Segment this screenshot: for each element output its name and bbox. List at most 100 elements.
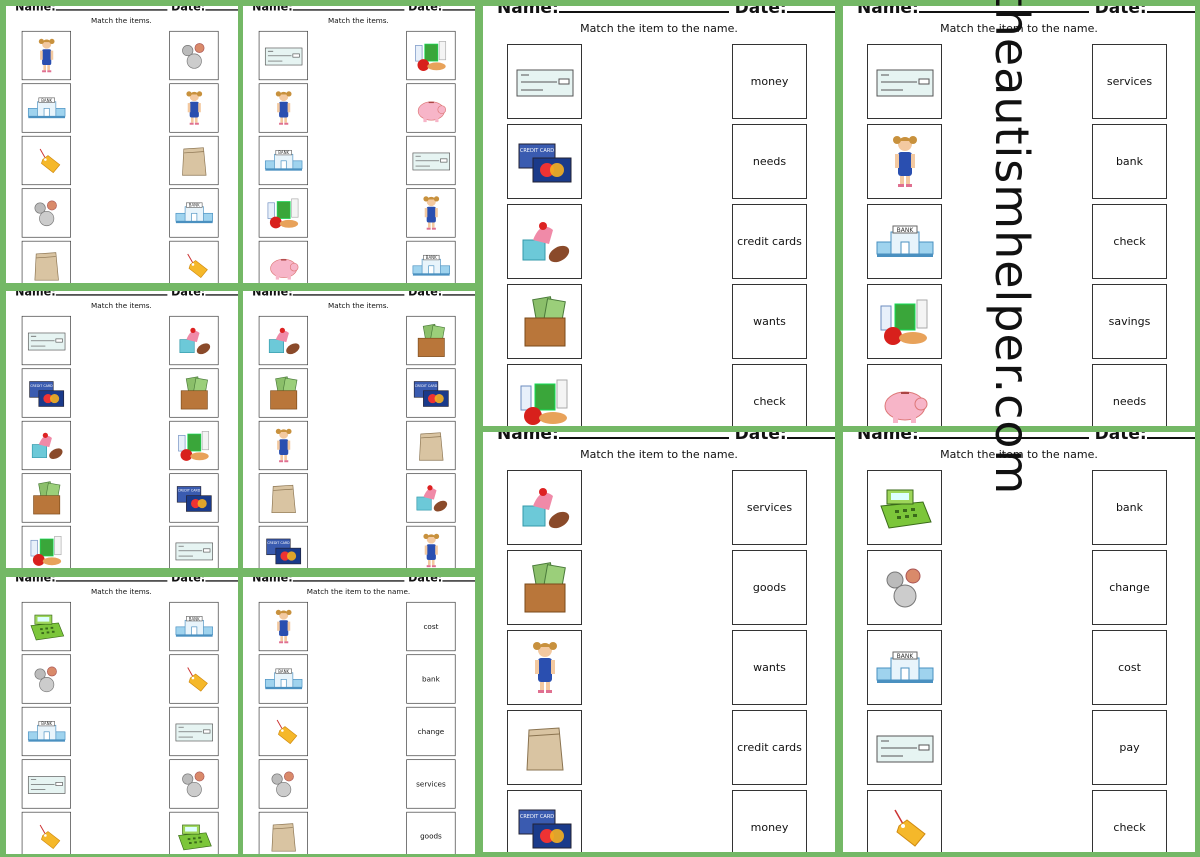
svg-text:CREDIT CARD: CREDIT CARD	[519, 148, 553, 154]
word-label: needs	[1112, 395, 1147, 408]
check-icon	[27, 775, 66, 794]
date-label: Date:	[734, 432, 787, 444]
left-item-box	[258, 188, 308, 238]
right-word-box: bank	[1092, 470, 1167, 545]
right-word-box: goods	[732, 550, 807, 625]
toys-icon	[522, 487, 569, 528]
right-item-box	[169, 706, 219, 757]
svg-text:CREDIT CARD: CREDIT CARD	[177, 488, 200, 492]
name-date-header: Name: Date:	[252, 577, 475, 585]
worksheet-page: Name: Date: Match the items. BANK BANK	[6, 577, 238, 854]
right-item-box	[169, 135, 219, 186]
right-item-box: BANK	[169, 601, 219, 652]
right-item-box	[169, 315, 219, 366]
word-label: change	[1109, 581, 1150, 594]
price-tag-icon	[276, 719, 297, 744]
left-item-box: CREDIT CARD	[507, 124, 582, 199]
right-item-box	[406, 473, 456, 523]
right-item-box	[406, 188, 456, 238]
right-item-box: BANK	[406, 240, 456, 283]
right-word-box: services	[1092, 44, 1167, 119]
girl-icon	[532, 641, 557, 693]
right-item-box	[169, 420, 219, 471]
name-line	[918, 432, 1089, 439]
left-item-box	[258, 420, 308, 471]
word-label: goods	[752, 581, 787, 594]
cash-register-icon	[879, 489, 932, 529]
right-word-box: bank	[1092, 124, 1167, 199]
worksheet-page: Name: Date: Match the item to the name. BA…	[243, 577, 475, 854]
right-word-box: credit cards	[732, 204, 807, 279]
worksheet: Name: Date: Match the item to the name. CR…	[483, 6, 835, 426]
left-item-box	[21, 240, 71, 283]
groceries-icon	[30, 535, 62, 566]
wallet-icon	[524, 561, 566, 612]
worksheet-instructions: Match the item to the name.	[580, 22, 738, 35]
groceries-icon	[520, 379, 567, 425]
worksheet-instructions: Match the item to the name.	[940, 22, 1098, 35]
coins-icon	[886, 568, 920, 607]
worksheet-instructions: Match the item to the name.	[940, 448, 1098, 461]
right-word-box: services	[732, 470, 807, 545]
left-item-box: BANK	[258, 654, 308, 704]
name-date-header: Name: Date:	[15, 6, 238, 14]
cash-register-icon	[177, 824, 212, 850]
paper-bag-icon	[181, 147, 207, 176]
worksheet-page: Name: Date: Match the items. BANK BANK	[243, 6, 475, 283]
left-item-box	[258, 706, 308, 757]
left-item-box	[258, 368, 308, 418]
left-item-box	[867, 124, 942, 199]
toys-icon	[31, 432, 63, 459]
coins-icon	[181, 771, 205, 797]
left-item-box	[21, 315, 71, 366]
left-item-box	[21, 759, 71, 809]
price-tag-icon	[186, 253, 208, 278]
right-word-box: pay	[1092, 710, 1167, 785]
check-icon	[412, 152, 450, 171]
name-label: Name:	[497, 432, 559, 444]
toys-icon	[522, 221, 569, 262]
left-item-box	[867, 470, 942, 545]
left-item-box	[21, 30, 71, 81]
date-line	[786, 6, 835, 13]
right-word-box: savings	[1092, 284, 1167, 359]
date-label: Date:	[408, 6, 443, 14]
name-label: Name:	[252, 291, 293, 299]
date-line	[1146, 6, 1195, 13]
right-word-box: change	[406, 706, 456, 757]
worksheet-page: Name: Date: Match the items. BANK BANK	[6, 6, 238, 283]
date-label: Date:	[171, 577, 206, 585]
left-item-box	[21, 188, 71, 238]
right-word-box: needs	[732, 124, 807, 199]
word-label: money	[750, 821, 789, 834]
left-item-box	[21, 654, 71, 704]
word-label: savings	[1108, 315, 1151, 328]
word-label: services	[746, 501, 793, 514]
groceries-icon	[880, 299, 927, 345]
name-label: Name:	[15, 6, 56, 14]
date-label: Date:	[171, 6, 206, 14]
name-label: Name:	[497, 6, 559, 18]
worksheet-page: Name: Date: Match the item to the name. BA…	[843, 6, 1195, 426]
wallet-icon	[417, 323, 445, 357]
left-item-box	[21, 811, 71, 854]
check-icon	[175, 723, 213, 741]
piggy-bank-icon	[269, 258, 299, 280]
svg-text:CREDIT CARD: CREDIT CARD	[267, 541, 290, 545]
girl-icon	[423, 195, 439, 230]
name-date-header: Name: Date:	[15, 577, 238, 585]
worksheet-instructions: Match the item to the name.	[580, 448, 738, 461]
date-line	[442, 6, 475, 11]
worksheet-page: Name: Date: Match the item to the name. BA…	[843, 432, 1195, 852]
name-label: Name:	[857, 6, 919, 18]
right-item-box	[169, 368, 219, 418]
name-label: Name:	[252, 577, 293, 585]
left-item-box	[507, 630, 582, 705]
right-word-box: wants	[732, 284, 807, 359]
paper-bag-icon	[271, 484, 296, 513]
date-label: Date:	[1094, 6, 1147, 18]
check-icon	[516, 69, 573, 96]
right-word-box: goods	[406, 811, 456, 854]
wallet-icon	[524, 295, 566, 346]
name-line	[292, 577, 405, 582]
